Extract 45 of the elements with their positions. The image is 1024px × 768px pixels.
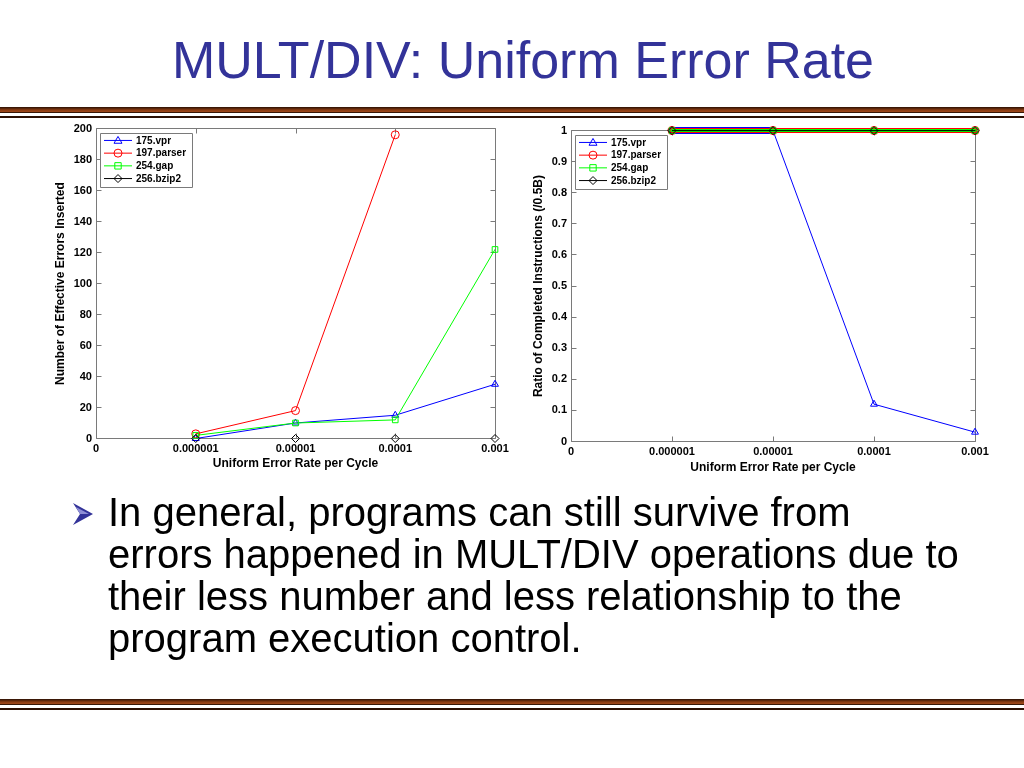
legend-label: 175.vpr — [611, 136, 647, 148]
y-tick-label: 0.6 — [551, 247, 567, 260]
y-tick-label: 80 — [79, 307, 92, 320]
x-tick-label: 0.00001 — [753, 445, 793, 458]
legend-label: 254.gap — [611, 162, 649, 174]
y-tick-label: 0.1 — [551, 403, 567, 416]
legend-label: 175.vpr — [136, 134, 172, 146]
y-axis-title: Number of Effective Errors Inserted — [52, 182, 67, 385]
x-tick-label: 0 — [92, 442, 100, 455]
y-tick-label: 20 — [79, 400, 92, 413]
x-tick-label: 0.00001 — [275, 442, 316, 455]
y-tick-label: 0.7 — [551, 216, 567, 229]
x-axis-title: Uniform Error Rate per Cycle — [212, 455, 379, 470]
y-tick-label: 0.9 — [551, 154, 567, 167]
y-tick-label: 200 — [73, 121, 92, 134]
y-tick-label: 0.8 — [551, 185, 567, 198]
legend-label: 256.bzip2 — [611, 174, 657, 186]
x-tick-label: 0.001 — [481, 442, 509, 455]
y-tick-label: 120 — [73, 245, 92, 258]
y-tick-label: 140 — [73, 214, 92, 227]
y-tick-label: 0.2 — [551, 372, 567, 385]
legend-label: 197.parser — [611, 149, 662, 161]
chart-title: MULT/DIV: Uniform Error Rate — [170, 31, 876, 91]
text: In general, programs can still survive from errors happened in MULT/DIV operations due to their less number and less relationship to the program execution control. — [108, 490, 960, 660]
x-tick-label: 0.001 — [961, 445, 989, 458]
y-tick-label: 0.4 — [551, 310, 568, 323]
legend-label: 256.bzip2 — [136, 172, 182, 184]
y-tick-label: 1 — [560, 123, 567, 136]
y-tick-label: 160 — [73, 183, 92, 196]
x-tick-label: 0.0001 — [378, 442, 413, 455]
y-tick-label: 0.3 — [551, 341, 567, 354]
y-tick-label: 0.5 — [551, 279, 567, 292]
y-axis-title: Ratio of Completed Instructions (/0.5B) — [530, 175, 545, 398]
legend-label: 254.gap — [136, 160, 174, 172]
y-tick-label: 0 — [560, 434, 567, 447]
x-tick-label: 0.000001 — [172, 442, 219, 455]
x-tick-label: 0.000001 — [649, 445, 695, 458]
y-tick-label: 100 — [73, 276, 92, 289]
y-tick-label: 40 — [79, 369, 92, 382]
x-tick-label: 0.0001 — [857, 445, 891, 458]
y-tick-label: 60 — [79, 338, 92, 351]
y-tick-label: 0 — [85, 431, 92, 444]
y-tick-label: 180 — [73, 152, 92, 165]
legend-label: 197.parser — [136, 147, 187, 159]
x-axis-title: Uniform Error Rate per Cycle — [690, 459, 857, 474]
